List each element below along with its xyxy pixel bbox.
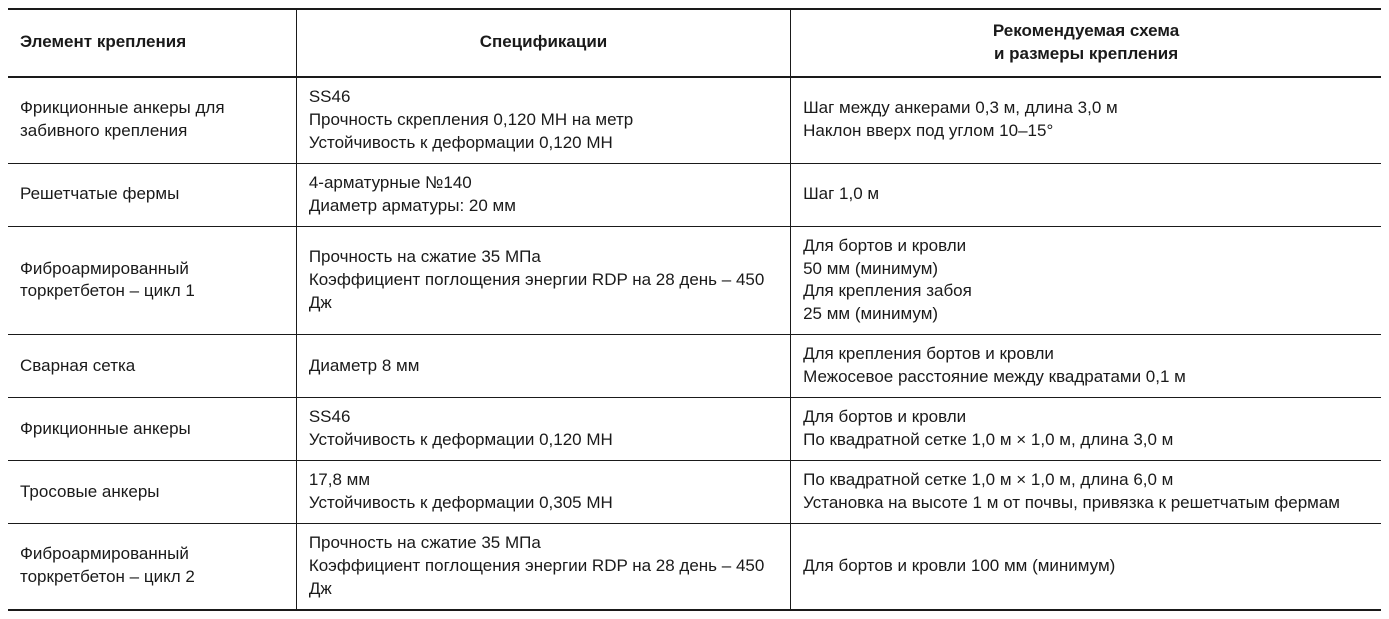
- table-row: Фрикционные анкерыSS46Устойчивость к деф…: [8, 398, 1381, 461]
- table-header-row: Элемент крепления Спецификации Рекоменду…: [8, 9, 1381, 77]
- cell-scheme: По квадратной сетке 1,0 м × 1,0 м, длина…: [791, 461, 1381, 524]
- table-row: Тросовые анкеры17,8 ммУстойчивость к деф…: [8, 461, 1381, 524]
- fastening-table: Элемент крепления Спецификации Рекоменду…: [8, 8, 1381, 611]
- table-row: Фиброармированный торкретбетон – цикл 2П…: [8, 523, 1381, 609]
- cell-spec: 17,8 ммУстойчивость к деформации 0,305 М…: [296, 461, 790, 524]
- table-row: Фрикционные анкеры для забивного креплен…: [8, 77, 1381, 163]
- cell-spec: 4-арматурные №140Диаметр арматуры: 20 мм: [296, 163, 790, 226]
- table-row: Фиброармированный торкретбетон – цикл 1П…: [8, 226, 1381, 335]
- cell-spec: Диаметр 8 мм: [296, 335, 790, 398]
- cell-element: Тросовые анкеры: [8, 461, 296, 524]
- cell-element: Фрикционные анкеры: [8, 398, 296, 461]
- cell-scheme: Для бортов и кровли50 мм (минимум)Для кр…: [791, 226, 1381, 335]
- col-header-scheme: Рекомендуемая схемаи размеры крепления: [791, 9, 1381, 77]
- cell-element: Фрикционные анкеры для забивного креплен…: [8, 77, 296, 163]
- cell-spec: SS46Устойчивость к деформации 0,120 МН: [296, 398, 790, 461]
- cell-scheme: Шаг между анкерами 0,3 м, длина 3,0 мНак…: [791, 77, 1381, 163]
- cell-spec: Прочность на сжатие 35 МПаКоэффициент по…: [296, 226, 790, 335]
- col-header-spec: Спецификации: [296, 9, 790, 77]
- col-header-element: Элемент крепления: [8, 9, 296, 77]
- cell-element: Решетчатые фермы: [8, 163, 296, 226]
- table-body: Фрикционные анкеры для забивного креплен…: [8, 77, 1381, 610]
- cell-element: Фиброармированный торкретбетон – цикл 2: [8, 523, 296, 609]
- cell-scheme: Для бортов и кровлиПо квадратной сетке 1…: [791, 398, 1381, 461]
- cell-element: Фиброармированный торкретбетон – цикл 1: [8, 226, 296, 335]
- cell-scheme: Для крепления бортов и кровлиМежосевое р…: [791, 335, 1381, 398]
- cell-spec: Прочность на сжатие 35 МПаКоэффициент по…: [296, 523, 790, 609]
- cell-scheme: Шаг 1,0 м: [791, 163, 1381, 226]
- table-row: Сварная сеткаДиаметр 8 ммДля крепления б…: [8, 335, 1381, 398]
- cell-scheme: Для бортов и кровли 100 мм (минимум): [791, 523, 1381, 609]
- table-row: Решетчатые фермы4-арматурные №140Диаметр…: [8, 163, 1381, 226]
- cell-spec: SS46Прочность скрепления 0,120 МН на мет…: [296, 77, 790, 163]
- cell-element: Сварная сетка: [8, 335, 296, 398]
